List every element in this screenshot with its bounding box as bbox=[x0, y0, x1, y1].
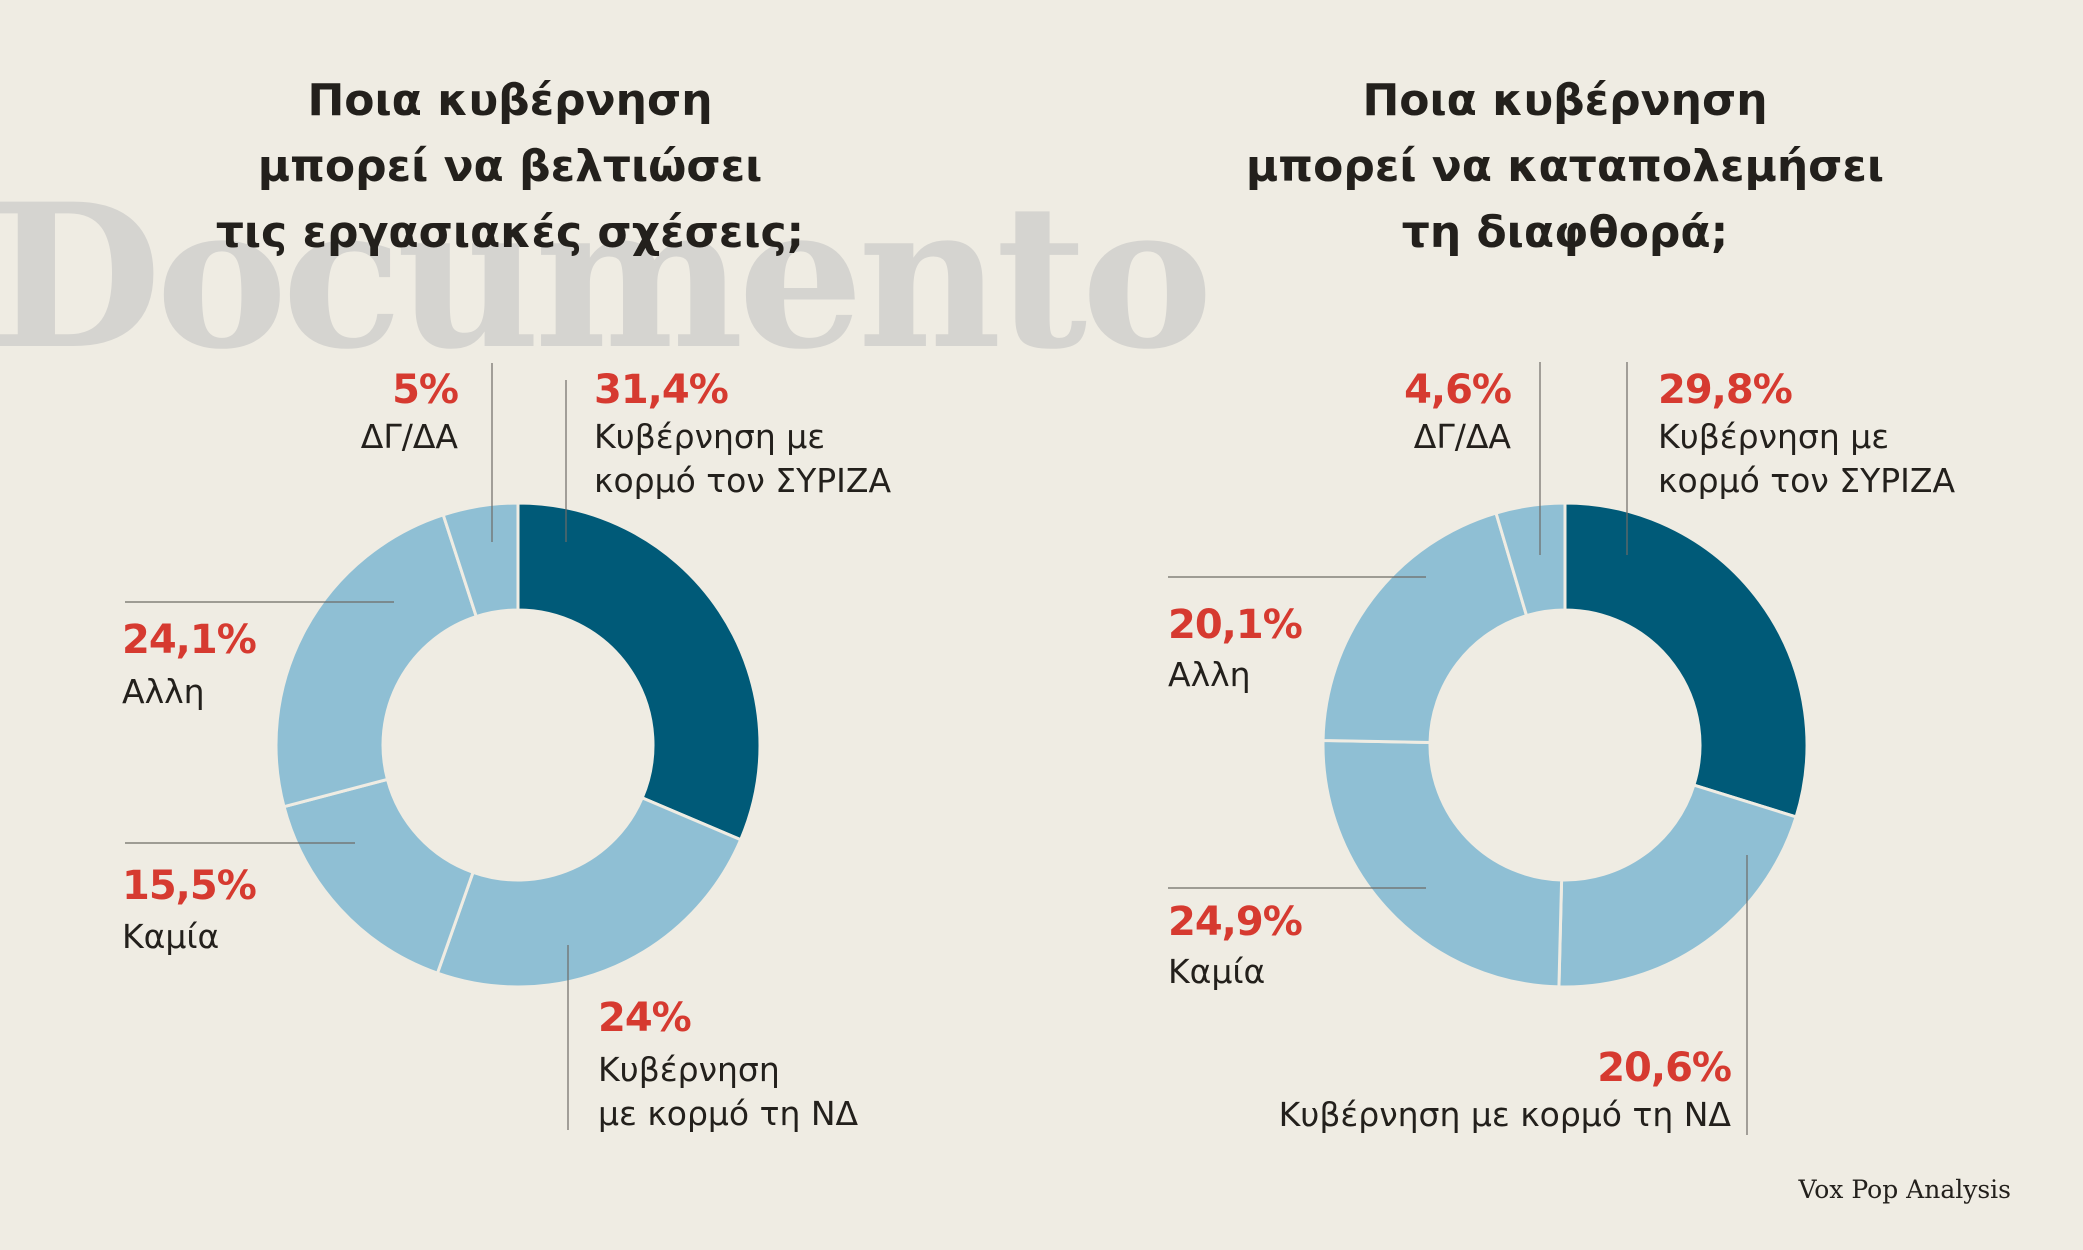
chart-2-slice-1 bbox=[1563, 501, 1809, 819]
chart-1-slice-label: Αλλη bbox=[122, 670, 205, 714]
chart-1-slice-label: Κυβέρνηση με κορμό τη ΝΔ bbox=[598, 1048, 858, 1136]
chart-2-title: Ποια κυβέρνηση μπορεί να καταπολεμήσει τ… bbox=[1185, 68, 1945, 266]
chart-2-slice-label-line: Κυβέρνηση με bbox=[1658, 417, 1890, 456]
chart-1-slice-4 bbox=[274, 512, 479, 809]
chart-2-slice-label: Καμία bbox=[1168, 950, 1265, 994]
chart-1-pct-label: 24% bbox=[598, 995, 692, 1041]
chart-1-slice-5 bbox=[441, 501, 520, 619]
source-credit: Vox Pop Analysis bbox=[1798, 1175, 2012, 1204]
chart-2-title-line: Ποια κυβέρνηση bbox=[1362, 75, 1768, 126]
chart-2-slice-2 bbox=[1557, 783, 1798, 989]
chart-1-slice-2 bbox=[435, 795, 743, 989]
chart-2-slice-label: Κυβέρνηση με κορμό τη ΝΔ bbox=[1279, 1093, 1731, 1137]
chart-2-slice-label-line: Αλλη bbox=[1168, 655, 1251, 694]
chart-1-slice-1 bbox=[516, 501, 762, 842]
chart-1-pct-label: 5% bbox=[392, 367, 459, 413]
chart-2-title-line: μπορεί να καταπολεμήσει bbox=[1245, 141, 1885, 192]
chart-2-slice-label: ΔΓ/ΔΑ bbox=[1414, 415, 1511, 459]
chart-2-slice-4 bbox=[1321, 511, 1529, 744]
chart-2-slice-label-line: Καμία bbox=[1168, 952, 1266, 991]
chart-2-slice-label-line: κορμό τον ΣΥΡΙΖΑ bbox=[1658, 461, 1956, 500]
chart-1-pct-label: 15,5% bbox=[122, 863, 257, 909]
chart-2-pct-label: 20,6% bbox=[1597, 1045, 1732, 1091]
chart-1-slice-label-line: Καμία bbox=[122, 917, 220, 956]
chart-2-pct-label: 4,6% bbox=[1404, 367, 1512, 413]
chart-1-title-line: Ποια κυβέρνηση bbox=[307, 75, 713, 126]
chart-2-slice-5 bbox=[1494, 501, 1567, 618]
chart-1-pct-label: 31,4% bbox=[594, 367, 729, 413]
chart-2-pct-label: 20,1% bbox=[1168, 602, 1303, 648]
chart-2-slice-label-line: ΔΓ/ΔΑ bbox=[1413, 417, 1511, 456]
chart-1-title-line: μπορεί να βελτιώσει bbox=[257, 141, 763, 192]
chart-1-slice-3 bbox=[282, 777, 475, 976]
chart-2-title-line: τη διαφθορά; bbox=[1401, 207, 1729, 258]
chart-1-slice-label: ΔΓ/ΔΑ bbox=[361, 415, 458, 459]
chart-1-slice-label-line: Κυβέρνηση με bbox=[594, 417, 826, 456]
chart-2-pct-label: 24,9% bbox=[1168, 899, 1303, 945]
chart-1-slice-label-line: με κορμό τη ΝΔ bbox=[598, 1094, 859, 1133]
chart-1-pct-label: 24,1% bbox=[122, 617, 257, 663]
chart-1-slice-label: Κυβέρνηση με κορμό τον ΣΥΡΙΖΑ bbox=[594, 415, 891, 503]
chart-1-slice-label-line: ΔΓ/ΔΑ bbox=[360, 417, 458, 456]
chart-2-slice-label-line: Κυβέρνηση με κορμό τη ΝΔ bbox=[1278, 1095, 1731, 1134]
chart-1-slice-label-line: Αλλη bbox=[122, 672, 205, 711]
chart-2-slice-label: Κυβέρνηση με κορμό τον ΣΥΡΙΖΑ bbox=[1658, 415, 1955, 503]
watermark: Documento bbox=[0, 160, 1213, 393]
chart-2-slice-label: Αλλη bbox=[1168, 653, 1251, 697]
chart-1-title-line: τις εργασιακές σχέσεις; bbox=[215, 207, 805, 258]
chart-1-slice-label: Καμία bbox=[122, 915, 219, 959]
chart-2-slice-3 bbox=[1321, 738, 1564, 989]
chart-1-slice-label-line: Κυβέρνηση bbox=[598, 1050, 780, 1089]
chart-1-slice-label-line: κορμό τον ΣΥΡΙΖΑ bbox=[594, 461, 892, 500]
chart-1-title: Ποια κυβέρνηση μπορεί να βελτιώσει τις ε… bbox=[130, 68, 890, 266]
chart-2-pct-label: 29,8% bbox=[1658, 367, 1793, 413]
